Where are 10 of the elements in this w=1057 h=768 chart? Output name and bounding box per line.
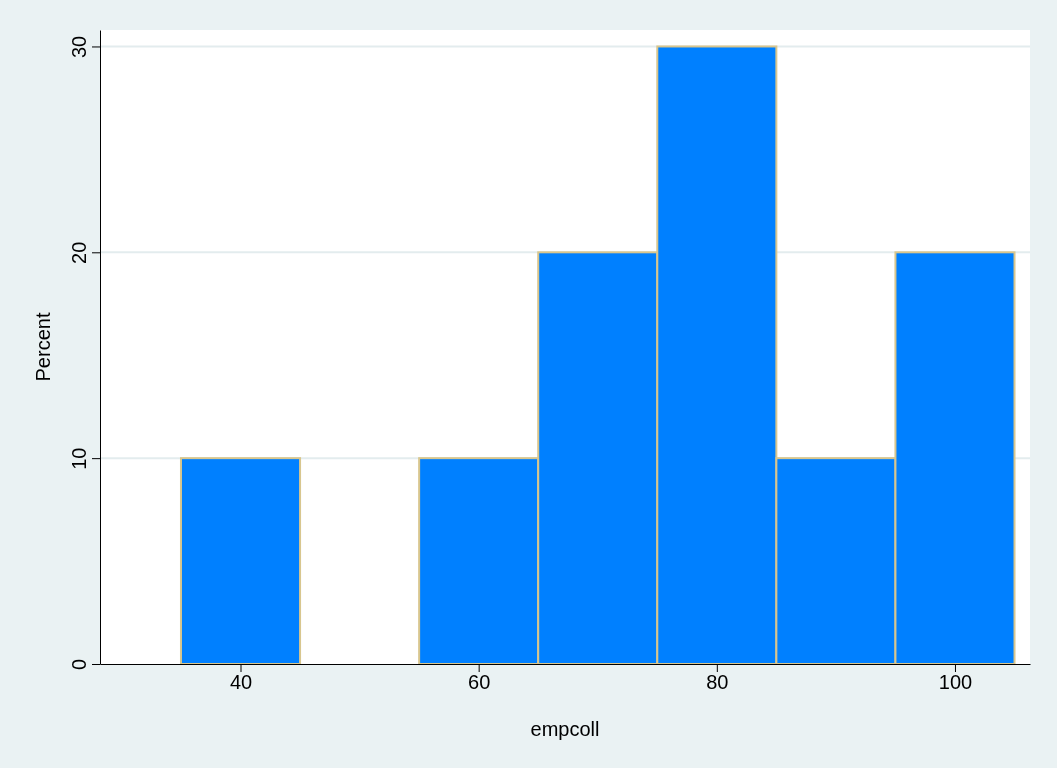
x-tick-label: 80 — [706, 671, 729, 694]
x-axis-title: empcoll — [530, 718, 600, 740]
x-tick-label: 100 — [938, 671, 973, 694]
y-tick-label: 30 — [68, 35, 90, 59]
y-tick-label: 10 — [68, 447, 90, 470]
x-tick-label: 40 — [229, 671, 253, 694]
x-tick-label: 60 — [468, 671, 491, 694]
y-tick-label: 20 — [68, 241, 90, 264]
y-tick-label: 0 — [68, 658, 90, 671]
y-axis-title: Percent — [32, 312, 54, 382]
